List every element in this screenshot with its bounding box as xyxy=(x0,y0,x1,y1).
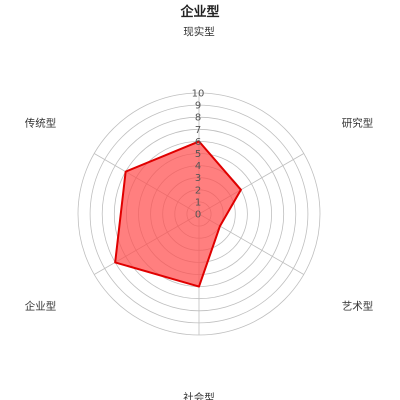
tick-label: 9 xyxy=(195,101,201,112)
tick-label: 5 xyxy=(195,149,201,160)
tick-label: 8 xyxy=(195,113,201,124)
axis-label: 企业型 xyxy=(25,300,57,313)
axis-label: 传统型 xyxy=(25,117,57,130)
tick-label: 2 xyxy=(195,185,201,196)
series-area xyxy=(114,140,242,288)
tick-label: 3 xyxy=(195,173,201,184)
axis-label: 社会型 xyxy=(183,391,215,400)
tick-label: 1 xyxy=(195,197,201,208)
tick-label: 10 xyxy=(192,89,205,100)
series-polygon xyxy=(114,140,242,288)
tick-label: 7 xyxy=(195,125,201,136)
tick-label: 6 xyxy=(195,137,201,148)
axis-label: 研究型 xyxy=(342,117,374,130)
tick-label: 4 xyxy=(195,161,201,172)
axis-label: 艺术型 xyxy=(342,300,374,313)
chart-title: 企业型 xyxy=(179,4,219,20)
axis-label: 现实型 xyxy=(183,25,215,38)
tick-label: 0 xyxy=(195,210,201,221)
